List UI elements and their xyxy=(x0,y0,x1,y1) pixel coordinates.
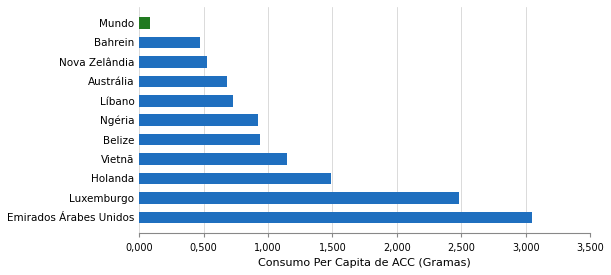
Bar xyxy=(139,173,331,184)
Bar xyxy=(139,17,150,29)
Bar xyxy=(139,192,459,204)
Bar xyxy=(139,211,532,223)
X-axis label: Consumo Per Capita de ACC (Gramas): Consumo Per Capita de ACC (Gramas) xyxy=(258,258,471,268)
Bar xyxy=(139,153,287,165)
Bar xyxy=(139,76,227,87)
Bar xyxy=(139,95,233,107)
Bar xyxy=(139,134,260,145)
Bar xyxy=(139,37,200,48)
Bar xyxy=(139,56,208,68)
Bar xyxy=(139,114,258,126)
